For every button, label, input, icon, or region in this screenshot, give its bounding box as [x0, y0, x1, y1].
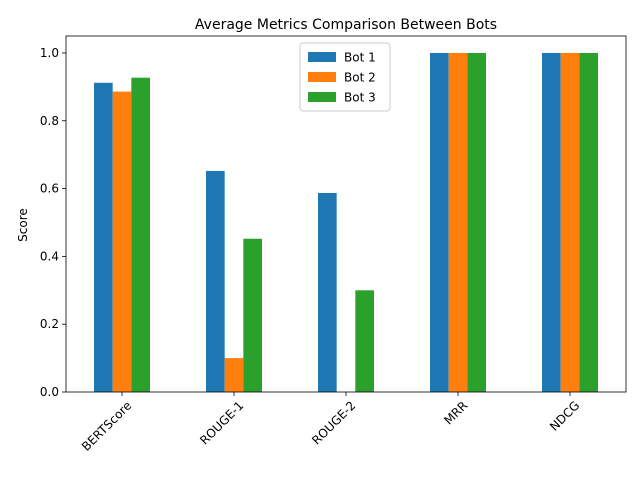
bar-rouge-1-bot-2 — [224, 358, 244, 392]
x-tick-label: BERTScore — [79, 398, 134, 453]
bar-ndcg-bot-1 — [542, 52, 561, 392]
chart-title: Average Metrics Comparison Between Bots — [195, 17, 497, 33]
bar-bertscore-bot-1 — [94, 82, 113, 392]
bar-rouge-2-bot-3 — [355, 290, 374, 392]
legend-swatch — [308, 92, 336, 102]
bars-group — [94, 52, 598, 392]
y-axis-label: Score — [16, 208, 30, 242]
legend-swatch — [308, 72, 336, 82]
x-tick-label: NDCG — [547, 398, 582, 433]
x-tick-label: ROUGE-1 — [197, 398, 246, 447]
legend-label: Bot 1 — [344, 51, 376, 65]
bar-bertscore-bot-3 — [131, 77, 150, 392]
y-tick-label: 0.6 — [40, 182, 59, 196]
bar-bertscore-bot-2 — [112, 91, 132, 392]
bar-ndcg-bot-2 — [560, 52, 580, 392]
y-tick-label: 0.2 — [40, 317, 59, 331]
y-tick-label: 0.8 — [40, 114, 59, 128]
bar-rouge-2-bot-1 — [318, 192, 337, 392]
x-tick-label: MRR — [441, 398, 470, 427]
bar-rouge-1-bot-1 — [206, 170, 225, 392]
legend-label: Bot 3 — [344, 91, 376, 105]
y-tick-label: 1.0 — [40, 46, 59, 60]
legend: Bot 1 Bot 2 Bot 3 — [299, 42, 391, 112]
bar-rouge-1-bot-3 — [243, 238, 262, 392]
x-tick-label: ROUGE-2 — [309, 398, 358, 447]
bar-mrr-bot-2 — [448, 52, 468, 392]
legend-label: Bot 2 — [344, 71, 376, 85]
bar-mrr-bot-1 — [430, 52, 449, 392]
legend-swatch — [308, 52, 336, 62]
bar-ndcg-bot-3 — [579, 52, 598, 392]
bar-mrr-bot-3 — [467, 52, 486, 392]
y-tick-label: 0.4 — [40, 249, 59, 263]
y-tick-label: 0.0 — [40, 385, 59, 399]
